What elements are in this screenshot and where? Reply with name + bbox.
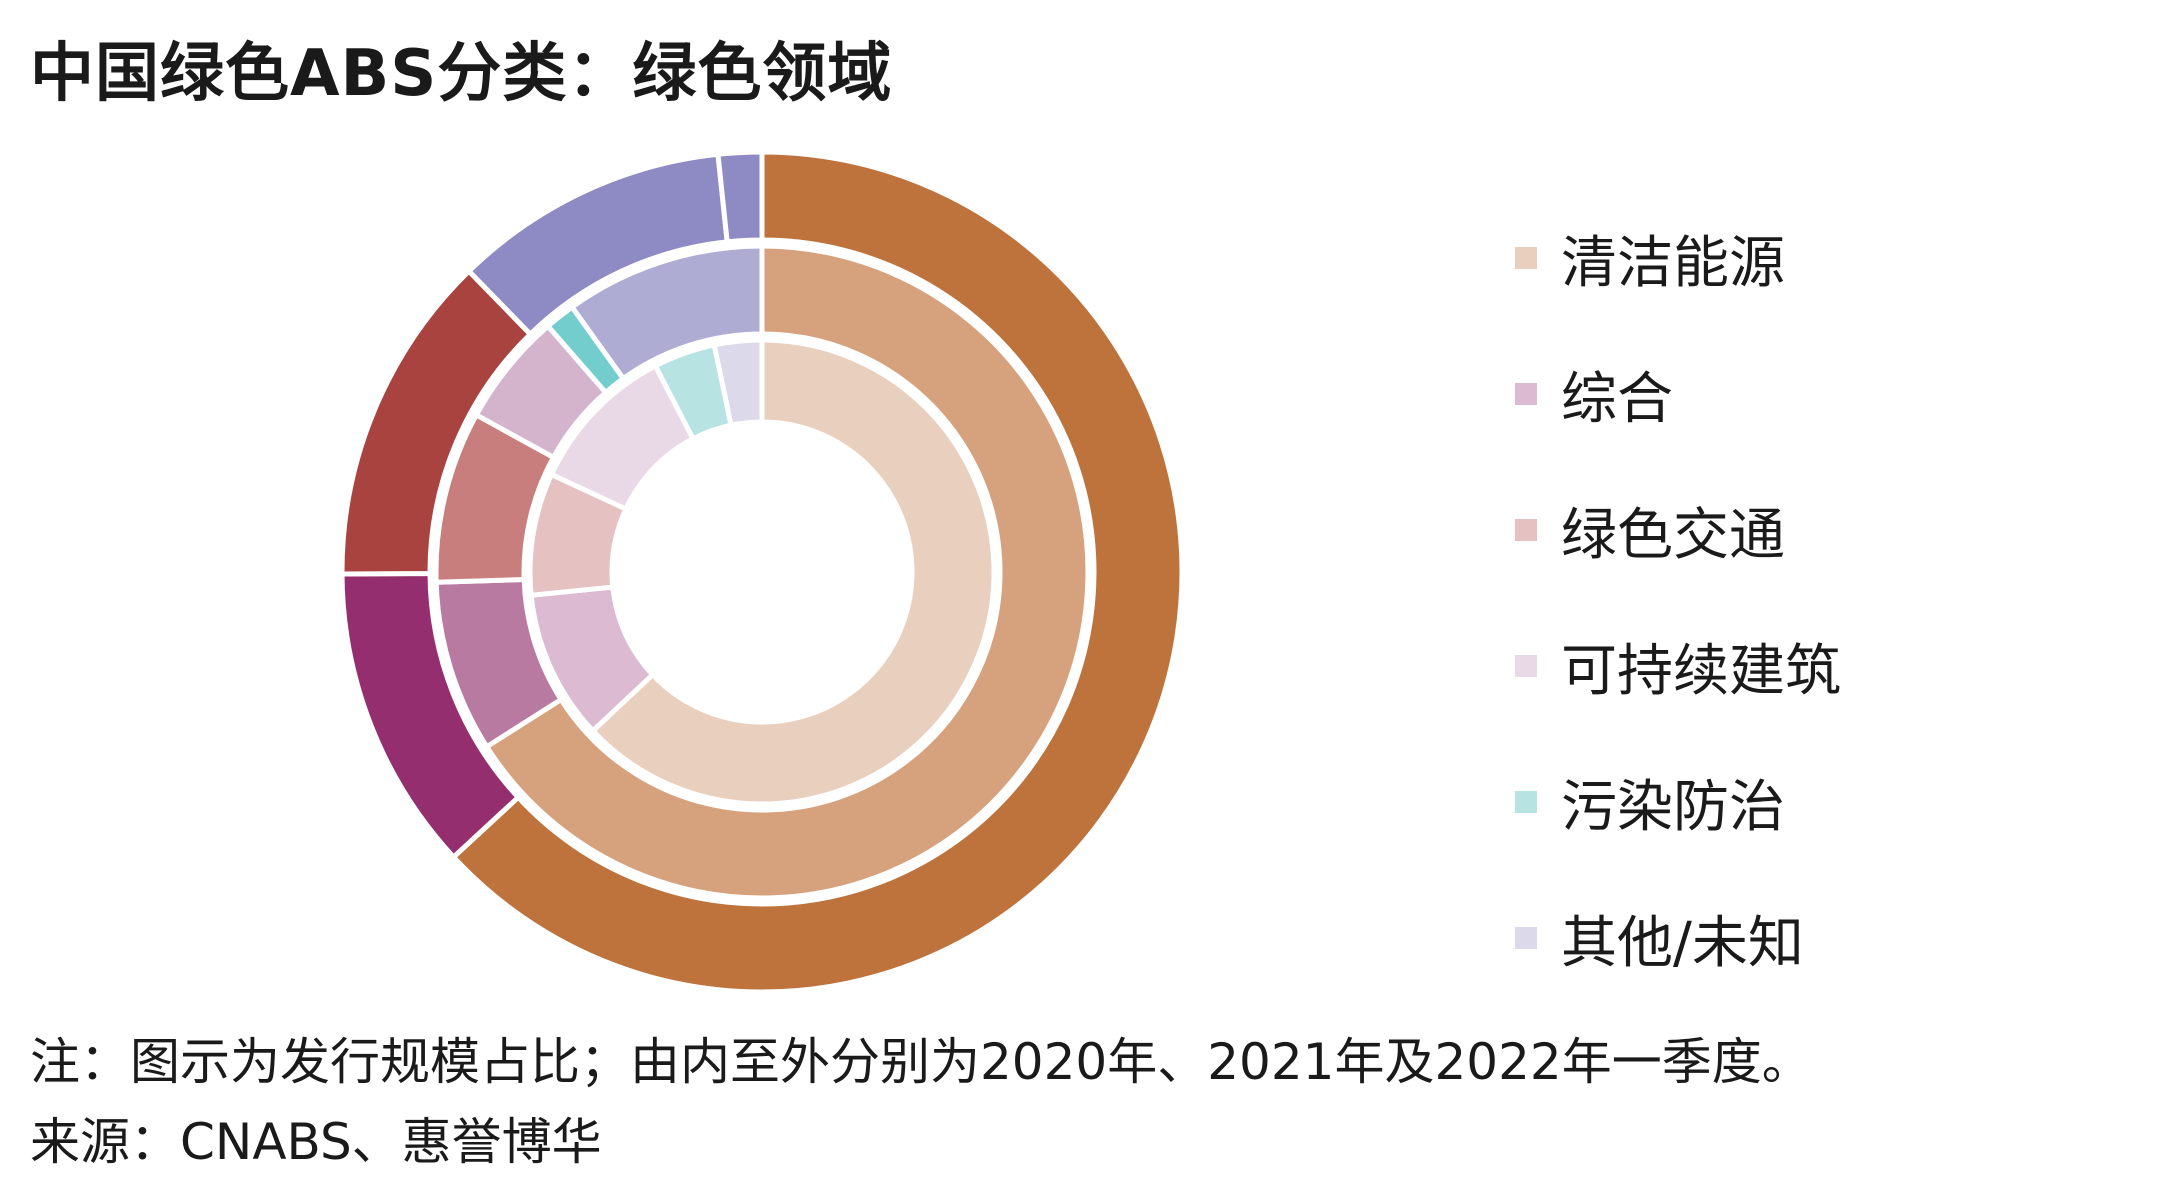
legend-swatch-3 <box>1515 655 1537 677</box>
donut-slice-0-5 <box>711 337 765 429</box>
legend-item-1: 综合 <box>1515 326 1841 462</box>
legend-item-5: 其他/未知 <box>1515 870 1841 1006</box>
donut-slice-1-0 <box>483 243 1091 901</box>
chart-title: 中国绿色ABS分类：绿色领域 <box>30 37 893 111</box>
donut-slice-2-0 <box>450 149 1185 995</box>
chart-note: 注：图示为发行规模占比；由内至外分别为2020年、2021年及2022年一季度。 <box>30 1033 1812 1091</box>
legend-swatch-2 <box>1515 519 1537 541</box>
legend-item-4: 污染防治 <box>1515 734 1841 870</box>
nested-donut-chart <box>342 149 1185 995</box>
legend: 清洁能源综合绿色交通可持续建筑污染防治其他/未知 <box>1515 190 1841 1006</box>
legend-swatch-4 <box>1515 791 1537 813</box>
donut-slice-1-5 <box>568 243 765 383</box>
legend-item-0: 清洁能源 <box>1515 190 1841 326</box>
legend-label-0: 清洁能源 <box>1561 230 1785 296</box>
legend-label-3: 可持续建筑 <box>1561 638 1841 704</box>
legend-item-2: 绿色交通 <box>1515 462 1841 598</box>
legend-item-3: 可持续建筑 <box>1515 598 1841 734</box>
legend-label-5: 其他/未知 <box>1561 910 1804 976</box>
legend-swatch-1 <box>1515 383 1537 405</box>
legend-swatch-0 <box>1515 247 1537 269</box>
legend-label-4: 污染防治 <box>1561 774 1785 840</box>
donut-slice-2-6 <box>715 149 765 245</box>
legend-label-2: 绿色交通 <box>1561 502 1785 568</box>
donut-slice-0-0 <box>589 337 997 807</box>
legend-label-1: 综合 <box>1561 366 1673 432</box>
legend-swatch-5 <box>1515 927 1537 949</box>
chart-source: 来源：CNABS、惠誉博华 <box>30 1113 602 1171</box>
